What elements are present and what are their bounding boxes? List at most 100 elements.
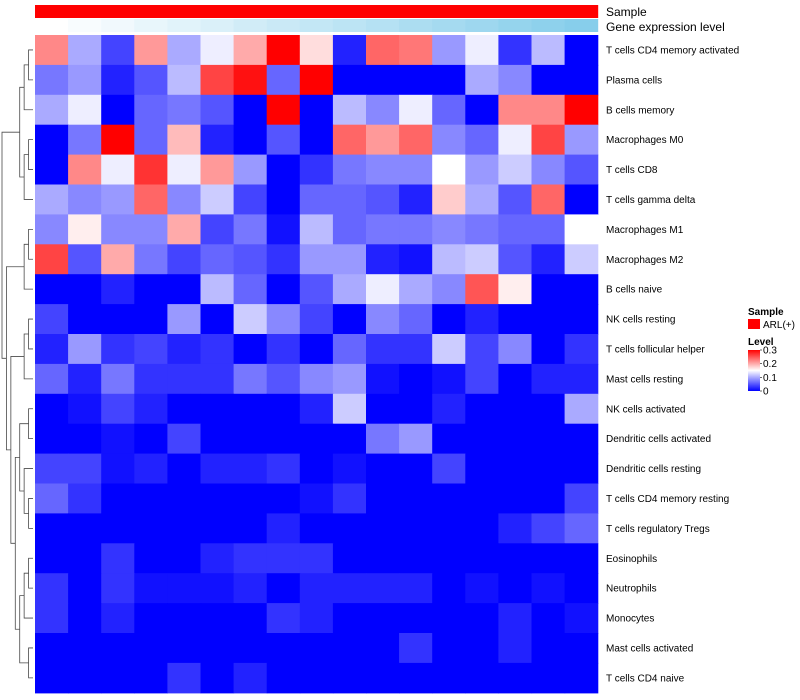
heatmap-cell bbox=[299, 124, 334, 156]
heatmap-cell bbox=[134, 274, 168, 305]
heatmap-cell bbox=[332, 94, 367, 126]
heatmap-cell bbox=[465, 334, 499, 365]
gene-expression-annotation-cell bbox=[465, 19, 499, 32]
heatmap-cell bbox=[68, 214, 102, 245]
sample-annotation-cell bbox=[564, 5, 599, 18]
heatmap-cell bbox=[432, 64, 466, 96]
heatmap-cell bbox=[167, 124, 202, 156]
heatmap-cell bbox=[35, 184, 69, 215]
heatmap-cell bbox=[498, 363, 533, 395]
heatmap-cell bbox=[35, 573, 69, 604]
row-label: T cells CD4 memory activated bbox=[606, 45, 739, 56]
heatmap-cell bbox=[531, 244, 566, 275]
heatmap-cell bbox=[465, 633, 499, 664]
heatmap-cell bbox=[465, 573, 499, 604]
heatmap-cell bbox=[134, 603, 168, 634]
heatmap-cell bbox=[465, 363, 499, 395]
heatmap-cell bbox=[366, 423, 400, 455]
heatmap-cell bbox=[531, 35, 566, 66]
heatmap-cell bbox=[200, 453, 235, 485]
heatmap-cell bbox=[399, 274, 433, 305]
heatmap-cell bbox=[266, 94, 301, 126]
heatmap-cell bbox=[233, 453, 268, 485]
heatmap-cell bbox=[399, 633, 433, 664]
heatmap-cell bbox=[101, 64, 135, 96]
heatmap-cell bbox=[366, 573, 400, 604]
heatmap-cell bbox=[68, 423, 102, 455]
heatmap-cell bbox=[332, 393, 367, 425]
dendrogram-branch bbox=[28, 228, 33, 260]
heatmap-cell bbox=[366, 35, 400, 66]
heatmap-cell bbox=[432, 513, 466, 544]
gene-expression-annotation-cell bbox=[233, 19, 268, 32]
heatmap-cell bbox=[531, 393, 566, 425]
dendrogram-branch bbox=[19, 86, 25, 178]
heatmap-cell bbox=[366, 124, 400, 156]
heatmap-cell bbox=[564, 393, 599, 425]
heatmap-cell bbox=[134, 573, 168, 604]
heatmap-cell bbox=[399, 184, 433, 215]
heatmap-cell bbox=[134, 154, 168, 186]
row-label: T cells follicular helper bbox=[606, 344, 705, 355]
heatmap-cell bbox=[399, 244, 433, 275]
heatmap-cell bbox=[498, 214, 533, 245]
heatmap-cell bbox=[531, 214, 566, 245]
heatmap-cell bbox=[399, 363, 433, 395]
heatmap-cell bbox=[233, 184, 268, 215]
heatmap-cell bbox=[200, 94, 235, 126]
heatmap-cell bbox=[266, 244, 301, 275]
heatmap-cell bbox=[465, 244, 499, 275]
heatmap-cell bbox=[299, 94, 334, 126]
heatmap-cell bbox=[68, 513, 102, 544]
row-label: T cells gamma delta bbox=[606, 195, 696, 206]
heatmap-cell bbox=[35, 274, 69, 305]
heatmap-cell bbox=[233, 483, 268, 514]
heatmap-cell bbox=[432, 274, 466, 305]
row-label: Mast cells activated bbox=[606, 643, 693, 654]
heatmap-cell bbox=[233, 393, 268, 425]
dendrogram-branch bbox=[28, 49, 33, 81]
heatmap-cell bbox=[167, 633, 202, 664]
heatmap-cell bbox=[167, 274, 202, 305]
heatmap-cell bbox=[200, 513, 235, 544]
heatmap-cell bbox=[35, 334, 69, 365]
heatmap-cell bbox=[432, 214, 466, 245]
heatmap-cell bbox=[167, 483, 202, 514]
heatmap-cell bbox=[498, 573, 533, 604]
heatmap-cell bbox=[167, 334, 202, 365]
heatmap-cell bbox=[564, 94, 599, 126]
row-label: T cells CD8 bbox=[606, 165, 658, 176]
gene-expression-annotation-cell bbox=[399, 19, 433, 32]
heatmap-cell bbox=[68, 184, 102, 215]
heatmap-cell bbox=[366, 244, 400, 275]
heatmap-cell bbox=[266, 543, 301, 574]
heatmap-cell bbox=[266, 483, 301, 514]
heatmap-cell bbox=[366, 363, 400, 395]
heatmap-cell bbox=[299, 304, 334, 335]
heatmap-cell bbox=[564, 64, 599, 96]
heatmap-cell bbox=[432, 483, 466, 514]
heatmap-cell bbox=[399, 154, 433, 186]
row-dendrogram bbox=[1, 49, 33, 679]
heatmap-cell bbox=[200, 603, 235, 634]
heatmap-cell bbox=[564, 603, 599, 634]
heatmap-cell bbox=[101, 35, 135, 66]
heatmap-cell bbox=[233, 124, 268, 156]
heatmap-cell bbox=[465, 513, 499, 544]
annotation-label-gene-expression: Gene expression level bbox=[606, 20, 725, 34]
heatmap-cell bbox=[531, 334, 566, 365]
heatmap-cell bbox=[299, 513, 334, 544]
heatmap-cell bbox=[564, 304, 599, 335]
dendrogram-branch bbox=[28, 139, 33, 170]
heatmap-cell bbox=[531, 154, 566, 186]
heatmap-cell bbox=[399, 64, 433, 96]
heatmap-cell bbox=[366, 662, 400, 694]
heatmap-cell bbox=[564, 573, 599, 604]
dendrogram-branch bbox=[28, 498, 33, 529]
gene-expression-annotation-cell bbox=[35, 19, 69, 32]
heatmap-cell bbox=[366, 633, 400, 664]
heatmap-cell bbox=[101, 244, 135, 275]
heatmap-cell bbox=[233, 603, 268, 634]
